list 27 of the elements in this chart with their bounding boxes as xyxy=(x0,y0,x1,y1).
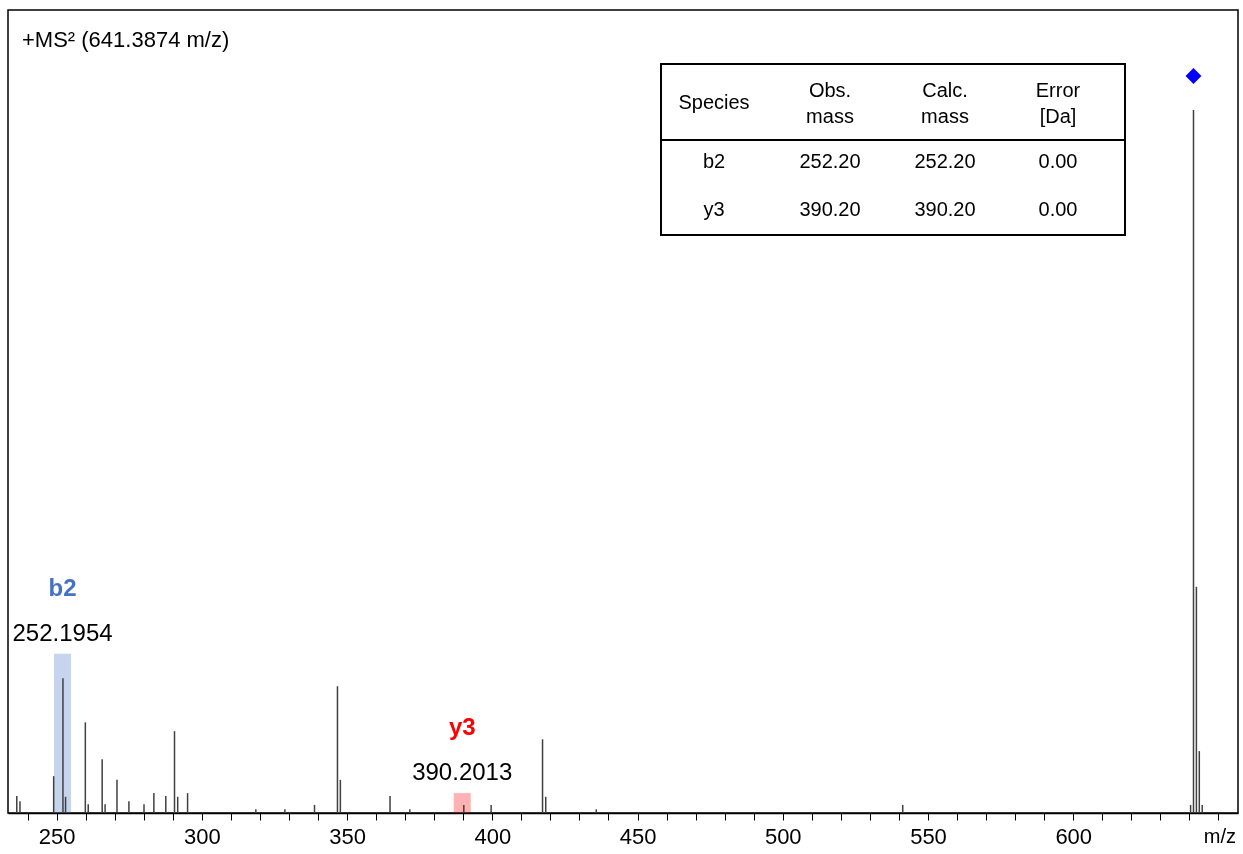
x-tick-label: 500 xyxy=(764,823,802,849)
annotation: b2 xyxy=(702,150,726,172)
x-tick-label: 600 xyxy=(1055,823,1093,849)
text: b2 xyxy=(48,573,77,601)
x-tick-label: 550 xyxy=(910,823,947,849)
annotation: 0.00 xyxy=(1038,198,1078,220)
annotation: 252.20 xyxy=(914,150,976,172)
text: y3 xyxy=(448,713,476,741)
x-tick-label: 300 xyxy=(183,823,221,849)
x-axis-title: m/z xyxy=(1203,825,1236,847)
annotation: y3 xyxy=(703,198,725,220)
annotation: Calc. mass xyxy=(921,79,969,127)
annotation: 390.20 xyxy=(799,198,861,220)
annotation: 0.00 xyxy=(1038,150,1078,172)
chart-title: +MS² (641.3874 m/z) xyxy=(22,27,230,52)
x-tick-label: 250 xyxy=(38,823,76,849)
annotation: 252.1954 xyxy=(12,618,113,646)
annotation: 390.2013 xyxy=(412,758,513,786)
annotation: Error [Da] xyxy=(1035,79,1081,127)
annotation: Species xyxy=(678,91,750,113)
annotation: Obs. mass xyxy=(806,79,854,127)
x-tick-label: 400 xyxy=(474,823,512,849)
annotation: 390.20 xyxy=(914,198,976,220)
x-tick-label: 450 xyxy=(619,823,657,849)
bar xyxy=(453,793,471,813)
annotation: 252.20 xyxy=(799,150,861,172)
x-tick-label: 350 xyxy=(329,823,366,849)
